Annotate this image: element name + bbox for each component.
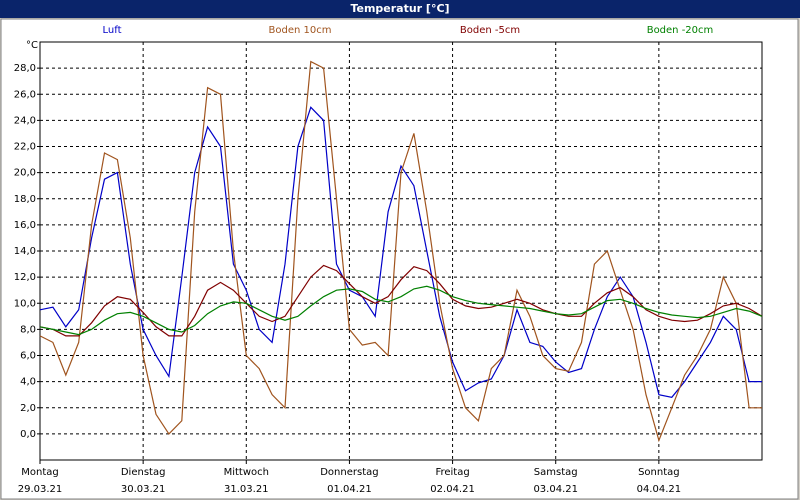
legend-label: Boden -5cm	[460, 25, 520, 36]
title-bar	[0, 0, 800, 18]
y-tick-label: 14,0	[14, 246, 36, 257]
y-unit: °C	[26, 40, 38, 51]
y-tick-label: 28,0	[14, 63, 36, 74]
chart-title: Temperatur [°C]	[350, 2, 449, 15]
legend-label: Boden -20cm	[647, 25, 714, 36]
x-tick-label: Sonntag	[638, 467, 680, 478]
y-tick-label: 20,0	[14, 168, 36, 179]
series-line	[39, 285, 763, 336]
y-tick-label: 4,0	[20, 377, 36, 388]
y-tick-label: 24,0	[14, 115, 36, 126]
legend-label: Boden 10cm	[269, 25, 332, 36]
y-tick-label: 26,0	[14, 89, 36, 100]
x-tick-label: Donnerstag	[320, 467, 378, 478]
x-tick-label: 31.03.21	[224, 484, 269, 495]
x-tick-label: Dienstag	[121, 467, 166, 478]
x-tick-label: Freitag	[435, 467, 469, 478]
x-tick-label: Mittwoch	[224, 467, 269, 478]
y-tick-label: 10,0	[14, 298, 36, 309]
y-tick-label: 8,0	[20, 324, 36, 335]
y-tick-label: 22,0	[14, 142, 36, 153]
y-tick-label: 12,0	[14, 272, 36, 283]
x-tick-label: 02.04.21	[430, 484, 475, 495]
x-tick-label: Montag	[21, 467, 58, 478]
y-tick-label: 0,0	[20, 429, 36, 440]
y-tick-label: 18,0	[14, 194, 36, 205]
x-tick-label: 03.04.21	[533, 484, 578, 495]
y-tick-label: 16,0	[14, 220, 36, 231]
series-line	[39, 264, 763, 337]
x-tick-label: 30.03.21	[121, 484, 166, 495]
x-tick-label: Samstag	[534, 467, 578, 478]
legend-label: Luft	[103, 25, 122, 36]
series-line	[39, 106, 762, 398]
x-tick-label: 01.04.21	[327, 484, 372, 495]
y-tick-label: 6,0	[20, 351, 36, 362]
y-tick-label: 2,0	[20, 403, 36, 414]
x-tick-label: 04.04.21	[637, 484, 682, 495]
series-line	[39, 60, 762, 443]
x-tick-label: 29.03.21	[18, 484, 63, 495]
